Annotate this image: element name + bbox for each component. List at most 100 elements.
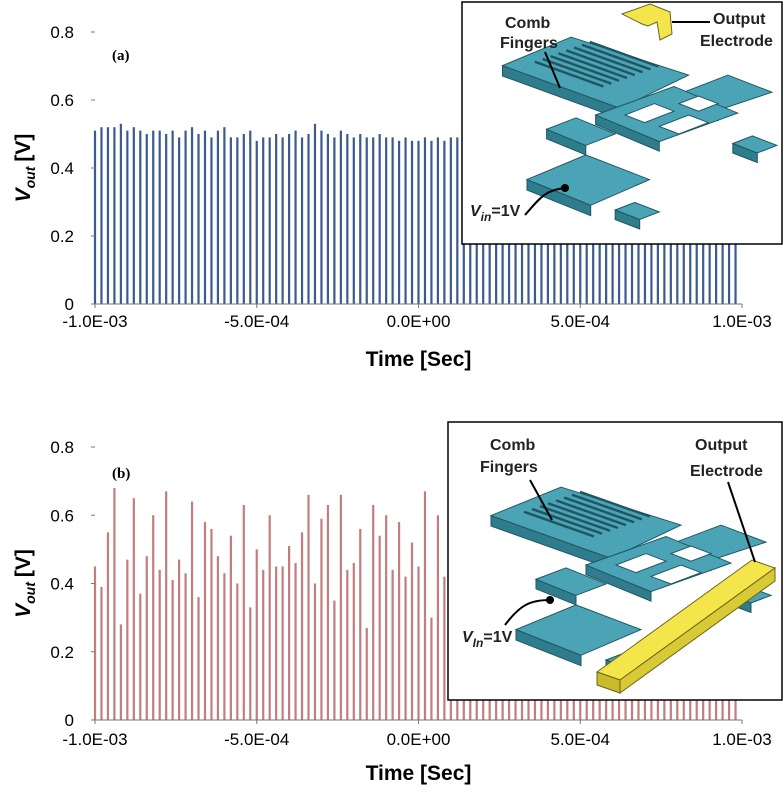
spike — [197, 134, 200, 304]
annotation-arrow — [504, 599, 551, 626]
x-tick-label: 0.0E+00 — [387, 312, 451, 331]
spike — [333, 600, 336, 720]
y-axis-symbol: V — [12, 186, 35, 202]
spike — [417, 566, 420, 720]
x-axis-title: Time [Sec] — [366, 348, 472, 371]
spike — [145, 134, 148, 304]
spike — [262, 137, 265, 304]
y-tick-label: 0.6 — [50, 91, 74, 110]
spike — [372, 137, 375, 304]
annotation-arrow — [727, 481, 756, 563]
spike — [132, 127, 135, 304]
spike — [119, 624, 122, 720]
spike — [210, 528, 213, 720]
annotation-arrow — [524, 187, 566, 216]
y-tick-label: 0.4 — [50, 575, 74, 594]
inset-label: Output — [713, 11, 766, 28]
spike — [443, 576, 446, 720]
panel-label: (b) — [112, 466, 130, 482]
spike — [417, 140, 420, 304]
spike — [410, 140, 414, 304]
spike — [275, 566, 278, 720]
spike — [378, 134, 381, 304]
spike — [197, 597, 200, 720]
spike — [145, 556, 148, 720]
inset-label: Electrode — [690, 463, 763, 480]
y-axis-unit: [V] — [12, 549, 35, 577]
x-tick-label: 1.0E-03 — [712, 312, 772, 331]
y-axis-subscript: out — [22, 165, 38, 188]
spike — [223, 127, 226, 304]
spike — [430, 617, 433, 720]
spike — [236, 583, 239, 720]
spike — [281, 566, 284, 720]
spike — [184, 130, 187, 304]
panel-label: (a) — [112, 48, 130, 64]
spike — [158, 569, 161, 720]
inset-label: VIn=1V — [462, 629, 513, 650]
inset-label-line: Comb — [505, 15, 551, 32]
spike — [436, 137, 440, 304]
spike — [294, 130, 297, 304]
spike — [93, 130, 97, 304]
spike — [216, 556, 220, 720]
vin-rest: =1V — [491, 203, 520, 220]
spike — [139, 593, 142, 720]
spike — [346, 569, 349, 720]
inset-label: Electrode — [700, 33, 773, 50]
spike — [346, 134, 349, 304]
y-tick-label: 0 — [65, 711, 74, 730]
spike — [100, 586, 103, 720]
x-tick-label: 5.0E-04 — [550, 312, 610, 331]
spike — [281, 137, 284, 304]
spike — [352, 137, 355, 304]
spike — [352, 563, 355, 720]
y-tick-label: 0 — [65, 295, 74, 314]
inset-label: Comb — [490, 437, 536, 454]
spike — [385, 137, 388, 304]
spike — [126, 130, 129, 304]
output-electrode — [620, 3, 673, 41]
spike — [249, 130, 252, 304]
spike — [456, 137, 459, 304]
spike — [443, 140, 446, 304]
spike — [404, 576, 407, 720]
inset-label-line: Comb — [490, 437, 536, 454]
spike — [268, 137, 271, 304]
y-axis-title: Vout [V] — [12, 549, 38, 618]
spike — [178, 137, 181, 304]
inset-label: Fingers — [480, 459, 538, 476]
spike — [100, 127, 103, 304]
spike — [359, 528, 362, 720]
spike — [255, 549, 258, 720]
inset-label-line: Output — [695, 437, 748, 454]
spike — [313, 583, 317, 720]
spike — [242, 505, 245, 720]
vin-subscript: in — [481, 210, 492, 224]
spike — [449, 137, 452, 304]
annotation-dot — [546, 596, 554, 604]
y-tick-label: 0.2 — [50, 227, 74, 246]
spike — [152, 515, 155, 720]
spike — [313, 123, 317, 304]
inset: Comb Fingers Output Electrode VIn=1V — [447, 421, 783, 701]
spike — [249, 607, 252, 720]
inset-label: Fingers — [500, 35, 558, 52]
spike — [288, 134, 291, 304]
spike — [326, 505, 330, 720]
spike — [359, 134, 362, 304]
x-tick-label: -5.0E-04 — [224, 730, 289, 749]
spike — [339, 494, 342, 720]
spike — [93, 566, 97, 720]
spike — [391, 569, 394, 720]
spike — [126, 559, 129, 720]
inset-label-line: Fingers — [500, 35, 558, 52]
spike — [294, 563, 297, 720]
spike — [171, 130, 174, 304]
spike — [300, 137, 304, 304]
spike — [158, 130, 161, 304]
spike — [139, 130, 142, 304]
x-axis-title: Time [Sec] — [366, 762, 472, 785]
spike — [203, 522, 207, 720]
spike — [106, 532, 110, 720]
